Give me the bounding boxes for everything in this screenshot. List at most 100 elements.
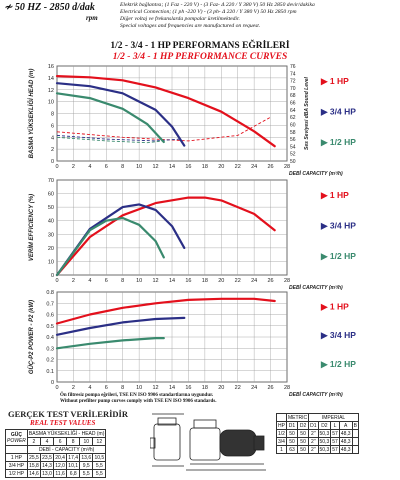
x-tick-label: 14 (169, 385, 175, 391)
flow-cell: 13,0 (39, 469, 55, 478)
x-tick-label: 16 (185, 385, 191, 391)
column-header: D2 (297, 421, 310, 430)
y2-tick-label: 60 (290, 122, 296, 128)
series-line (55, 216, 165, 277)
y-tick-label: 10 (48, 100, 54, 106)
column-header: A (338, 421, 353, 430)
flow-cell: 13,6 (79, 453, 94, 462)
x-tick-label: 20 (218, 164, 224, 170)
sound-level-line (56, 116, 271, 142)
column-header: D2 (317, 421, 332, 430)
dim-cell (351, 437, 359, 446)
x-tick-label: 0 (55, 164, 58, 170)
note-line-en: Without prefilter pump curves comply wit… (60, 399, 217, 404)
table-row: 1 63 50 2" 50,3 57 48,3 (276, 445, 359, 454)
x-tick-label: 26 (268, 278, 274, 284)
x-tick-label: 10 (136, 385, 142, 391)
chart-title-tr: 1/2 - 3/4 - 1 HP PERFORMANS EĞRİLERİ (110, 41, 290, 51)
x-tick-label: 8 (121, 385, 124, 391)
y-tick-label: 0.2 (46, 358, 54, 364)
y-tick-label: 4 (51, 135, 54, 141)
pump-side-view (150, 413, 184, 467)
dim-cell: 48,3 (338, 445, 353, 454)
x-tick-label: 4 (88, 385, 91, 391)
y-tick-label: 14 (48, 76, 54, 82)
column-header: B (351, 421, 359, 430)
dim-cell (351, 445, 359, 454)
table-row: 3/4 HP 15,8 14,3 12,0 10,1 9,5 5,5 (5, 461, 107, 470)
y-tick-label: 0.3 (46, 346, 54, 352)
dim-cell: 57 (330, 437, 340, 446)
y2-tick-label: 70 (290, 86, 296, 92)
table-row: 1 HP 25,5 23,5 20,4 17,4 13,6 10,5 (5, 453, 107, 462)
y-tick-label: 0.6 (46, 313, 54, 319)
note-line-tr: Ön filtresiz pompa eğrileri, TSE EN ISO … (60, 393, 214, 398)
dim-cell: 57 (330, 445, 340, 454)
dim-cell: 50 (297, 437, 310, 446)
dim-cell: 48,3 (338, 437, 353, 446)
series-legend-label: ▶ 3/4 HP (320, 221, 356, 231)
dim-cell (351, 429, 359, 438)
x-tick-label: 2 (72, 385, 75, 391)
x-tick-label: 2 (72, 278, 75, 284)
series-legend-label: ▶ 3/4 HP (320, 330, 356, 340)
series-line (55, 82, 186, 147)
head-value: 2 (26, 437, 41, 446)
real-test-subtitle: REAL TEST VALUES (30, 419, 96, 427)
column-header: D1 (285, 421, 299, 430)
x-tick-label: 16 (185, 164, 191, 170)
chart-title-en: 1/2 - 3/4 - 1 HP PERFORMANCE CURVES (112, 52, 288, 62)
dim-cell: 2" (308, 437, 319, 446)
y-tick-label: 16 (48, 64, 54, 70)
flow-cell: 10,1 (66, 461, 81, 470)
real-test-table: GÜÇ POWER BASMA YÜKSEKLİĞİ - HEAD (m) 2 … (5, 429, 107, 478)
note-line: Electrical Connection; (1 ph -220 V) - (… (120, 9, 297, 15)
x-tick-label: 0 (55, 385, 58, 391)
y-tick-label: 60 (48, 192, 54, 198)
y-tick-label: 70 (48, 178, 54, 184)
series-legend-label: ▶ 3/4 HP (320, 107, 356, 117)
hp-cell: 1/2 (276, 429, 287, 438)
note-line: Special voltages and frequencies are man… (120, 23, 261, 29)
y-tick-label: 6 (51, 123, 54, 129)
dim-cell: 50,3 (317, 429, 332, 438)
hp-cell: 3/4 (276, 437, 287, 446)
dim-cell: 50,3 (317, 437, 332, 446)
head-value: 8 (66, 437, 81, 446)
y2-tick-label: 76 (290, 64, 296, 70)
series-line (55, 196, 276, 277)
series-legend-label: ▶ 1 HP (320, 301, 349, 311)
x-tick-label: 10 (136, 164, 142, 170)
series-legend-label: ▶ 1 HP (320, 190, 349, 200)
electrical-notes: Elektrik bağlantısı; (1 Faz - 220 V) - (… (120, 2, 315, 30)
x-tick-label: 22 (235, 385, 241, 391)
dim-cell: 50 (285, 429, 299, 438)
dim-cell: 50,3 (317, 445, 332, 454)
y-tick-label: 40 (48, 219, 54, 225)
x-tick-label: 6 (105, 164, 108, 170)
y2-tick-label: 64 (290, 108, 296, 114)
hp-cell: 1 HP (5, 453, 28, 462)
y-axis-label: BASMA YÜKSEKLİĞİ HEAD (m) (27, 69, 35, 159)
x-tick-label: 12 (153, 278, 159, 284)
x-tick-label: 26 (268, 385, 274, 391)
x-tick-label: 2 (72, 164, 75, 170)
series-legend-label: ▶ 1/2 HP (320, 251, 356, 261)
flow-cell: 9,5 (79, 461, 94, 470)
x-tick-label: 22 (235, 278, 241, 284)
imperial-header: IMPERIAL (308, 413, 359, 422)
column-header: D1 (308, 421, 319, 430)
x-tick-label: 14 (169, 278, 175, 284)
x-tick-label: 4 (88, 278, 91, 284)
series-legend-label: ▶ 1/2 HP (320, 137, 356, 147)
table-row: 3/4 50 50 2" 50,3 57 48,3 (276, 437, 359, 446)
column-header: L (330, 421, 340, 430)
y-tick-label: 10 (48, 259, 54, 265)
y2-tick-label: 52 (290, 152, 296, 158)
y2-axis-label: Ses Seviyesi dBA Sound Level (304, 76, 310, 150)
y-tick-label: 0 (51, 159, 54, 165)
power-header: GÜÇ POWER (5, 429, 28, 446)
series-legend-label: ▶ 1 HP (320, 76, 349, 86)
y-tick-label: 0 (51, 380, 54, 386)
flow-cell: 12,0 (53, 461, 68, 470)
